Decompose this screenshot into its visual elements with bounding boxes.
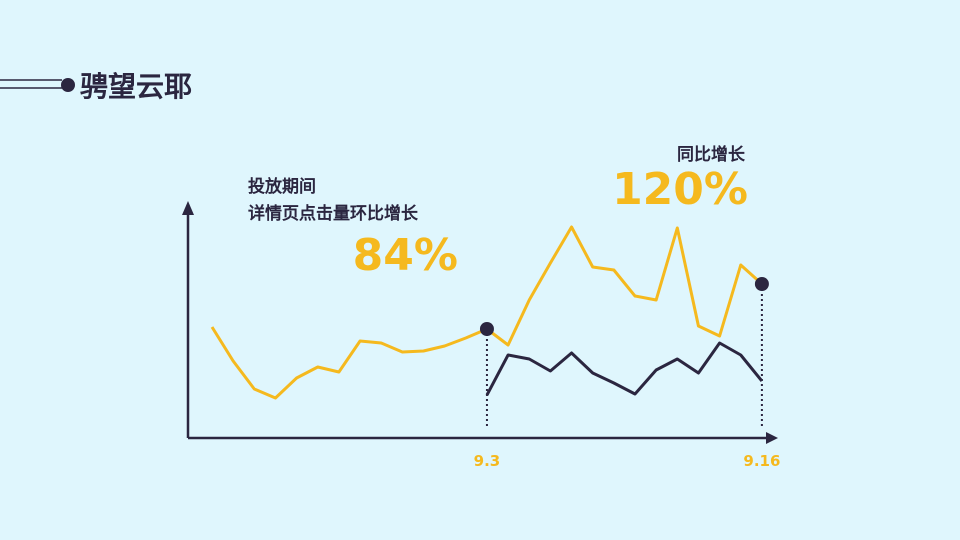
plot: 9.3 9.16: [182, 201, 780, 470]
annotation-sublabel: 详情页点击量环比增长: [248, 203, 419, 224]
slide-title: 骋望云耶: [80, 70, 192, 103]
highlight-point: [479, 322, 494, 336]
annotation-label: 同比增长: [677, 144, 746, 165]
title-dot: [61, 78, 75, 92]
highlight-point: [754, 277, 769, 291]
x-tick-label: 9.3: [474, 452, 501, 470]
y-axis-arrow: [182, 201, 194, 215]
annotation-value: 84%: [353, 230, 458, 281]
x-tick-label: 9.16: [743, 452, 780, 470]
annotation-value: 120%: [612, 164, 748, 215]
x-axis-arrow: [766, 432, 778, 444]
annotation-label: 投放期间: [248, 176, 316, 197]
series-line: [485, 341, 764, 396]
